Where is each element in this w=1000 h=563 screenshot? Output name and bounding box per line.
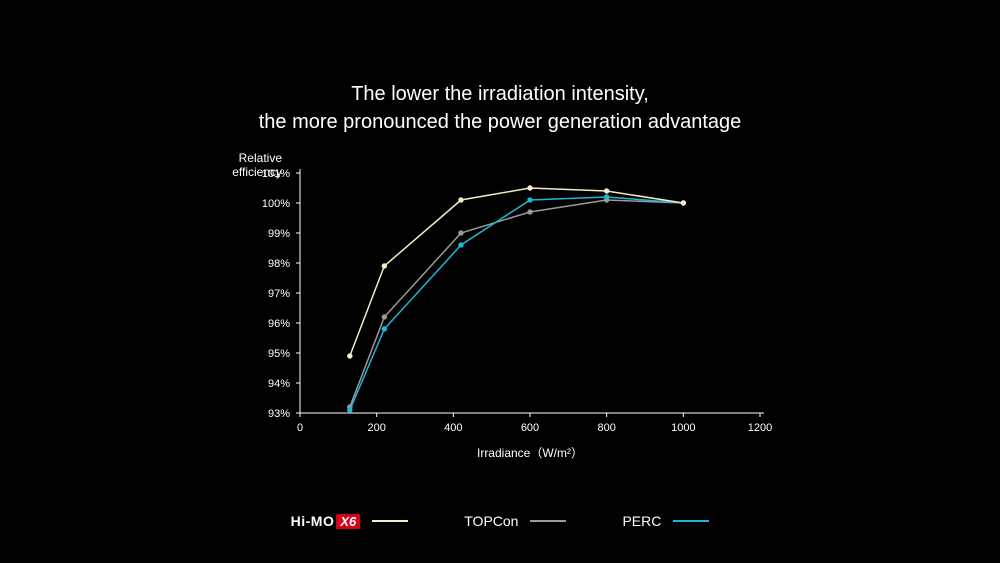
series-marker: [347, 408, 352, 413]
legend-swatch-himo: [372, 520, 408, 522]
series-line-Hi-MO X6: [350, 188, 684, 356]
legend-label-topcon: TOPCon: [464, 513, 518, 529]
series-marker: [604, 189, 609, 194]
y-tick-label: 96%: [268, 318, 290, 330]
series-marker: [382, 315, 387, 320]
y-tick-label: 97%: [268, 288, 290, 300]
x-tick-label: 1200: [748, 422, 772, 434]
series-marker: [459, 243, 464, 248]
x-tick-label: 400: [444, 422, 462, 434]
series-line-TOPCon: [350, 200, 684, 407]
x-tick-label: 1000: [671, 422, 695, 434]
series-marker: [459, 198, 464, 203]
y-tick-label: 99%: [268, 228, 290, 240]
x-tick-label: 0: [297, 422, 303, 434]
x-tick-label: 800: [597, 422, 615, 434]
title-line-1: The lower the irradiation intensity,: [351, 83, 649, 105]
series-marker: [528, 210, 533, 215]
line-chart: 93%94%95%96%97%98%99%100%101%02004006008…: [220, 155, 780, 475]
y-tick-label: 95%: [268, 348, 290, 360]
legend-item-topcon: TOPCon: [464, 513, 566, 529]
series-marker: [347, 354, 352, 359]
series-marker: [604, 195, 609, 200]
legend-item-perc: PERC: [622, 513, 709, 529]
legend-label-perc: PERC: [622, 513, 661, 529]
y-tick-label: 98%: [268, 258, 290, 270]
y-tick-label: 93%: [268, 408, 290, 420]
legend-label-himo: Hi-MOX6: [291, 513, 361, 529]
y-tick-label: 100%: [262, 198, 290, 210]
chart-title: The lower the irradiation intensity, the…: [0, 80, 1000, 136]
series-marker: [382, 327, 387, 332]
x-axis-title: Irradiance（W/m²）: [477, 446, 583, 460]
series-line-PERC: [350, 197, 684, 410]
series-marker: [459, 231, 464, 236]
x-tick-label: 200: [367, 422, 385, 434]
series-marker: [528, 198, 533, 203]
chart-container: Relative efficiency 93%94%95%96%97%98%99…: [220, 155, 780, 475]
legend-item-himo: Hi-MOX6: [291, 513, 409, 529]
series-marker: [382, 264, 387, 269]
y-axis-title: Relative efficiency: [212, 151, 282, 180]
y-tick-label: 94%: [268, 378, 290, 390]
legend-swatch-topcon: [530, 520, 566, 522]
series-marker: [528, 186, 533, 191]
x6-badge: X6: [336, 514, 360, 529]
legend-swatch-perc: [673, 520, 709, 522]
title-line-2: the more pronounced the power generation…: [259, 111, 742, 133]
chart-legend: Hi-MOX6 TOPCon PERC: [0, 513, 1000, 529]
x-tick-label: 600: [521, 422, 539, 434]
page-root: The lower the irradiation intensity, the…: [0, 0, 1000, 563]
series-marker: [681, 201, 686, 206]
